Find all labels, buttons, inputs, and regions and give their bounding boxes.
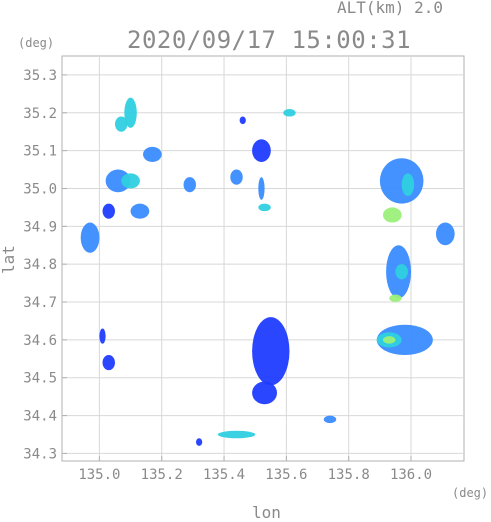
echo-cell-weak xyxy=(239,116,246,125)
echo-cell-moderate xyxy=(230,169,243,185)
y-tick-label: 35.2 xyxy=(23,106,57,122)
echo-cell-strong xyxy=(258,203,271,212)
echo-cell-moderate xyxy=(130,203,150,219)
echo-cell-weak xyxy=(196,438,203,446)
echo-cell-moderate xyxy=(105,169,131,193)
x-tick-label: 135.2 xyxy=(141,467,183,483)
y-tick-label: 35.1 xyxy=(23,144,57,160)
echo-cell-strong xyxy=(401,173,415,197)
y-tick-label: 35.0 xyxy=(23,181,57,197)
x-unit-label: (deg) xyxy=(452,486,489,500)
echo-cell-moderate xyxy=(143,146,162,162)
echo-cell-moderate xyxy=(183,177,196,193)
x-tick-label: 136.0 xyxy=(390,467,432,483)
x-tick-label: 135.0 xyxy=(78,467,120,483)
echo-cell-moderate xyxy=(258,177,265,200)
echo-cell-strong xyxy=(395,264,408,280)
x-tick-label: 135.4 xyxy=(203,467,245,483)
y-unit-label: (deg) xyxy=(18,36,55,50)
x-tick-label: 135.6 xyxy=(265,467,307,483)
echo-cell-moderate xyxy=(80,222,100,253)
echo-cell-strong xyxy=(217,430,256,439)
echo-cell-moderate xyxy=(379,158,424,204)
y-tick-label: 34.7 xyxy=(23,295,57,311)
echo-cell-strong xyxy=(124,97,137,128)
echo-cell-moderate xyxy=(435,222,455,246)
echo-cell-strong xyxy=(121,173,140,189)
y-tick-label: 34.3 xyxy=(23,446,57,462)
echo-cell-moderate xyxy=(376,324,433,356)
y-tick-label: 34.4 xyxy=(23,409,57,425)
echo-cell-weak xyxy=(252,139,271,162)
chart-title: 2020/09/17 15:00:31 xyxy=(127,26,412,54)
y-tick-label: 34.5 xyxy=(23,371,57,387)
y-tick-label: 34.8 xyxy=(23,257,57,273)
x-axis-label: lon xyxy=(252,503,281,522)
echo-cell-weak xyxy=(252,381,278,405)
echo-cell-weak xyxy=(252,317,290,386)
echo-cell-weak xyxy=(99,328,106,344)
echo-cell-weak xyxy=(102,203,115,219)
echo-cell-peak xyxy=(382,336,396,344)
echo-cell-strong xyxy=(283,108,296,117)
y-tick-label: 34.6 xyxy=(23,333,57,349)
altitude-label: ALT(km) 2.0 xyxy=(337,0,443,17)
y-tick-label: 34.9 xyxy=(23,219,57,235)
echo-cell-peak xyxy=(389,294,402,303)
echo-cell-peak xyxy=(382,207,402,223)
y-tick-label: 35.3 xyxy=(23,68,57,84)
x-tick-label: 135.8 xyxy=(328,467,370,483)
echo-cell-moderate xyxy=(323,415,337,424)
echo-cell-strong xyxy=(114,116,128,132)
echo-cell-weak xyxy=(102,355,115,371)
